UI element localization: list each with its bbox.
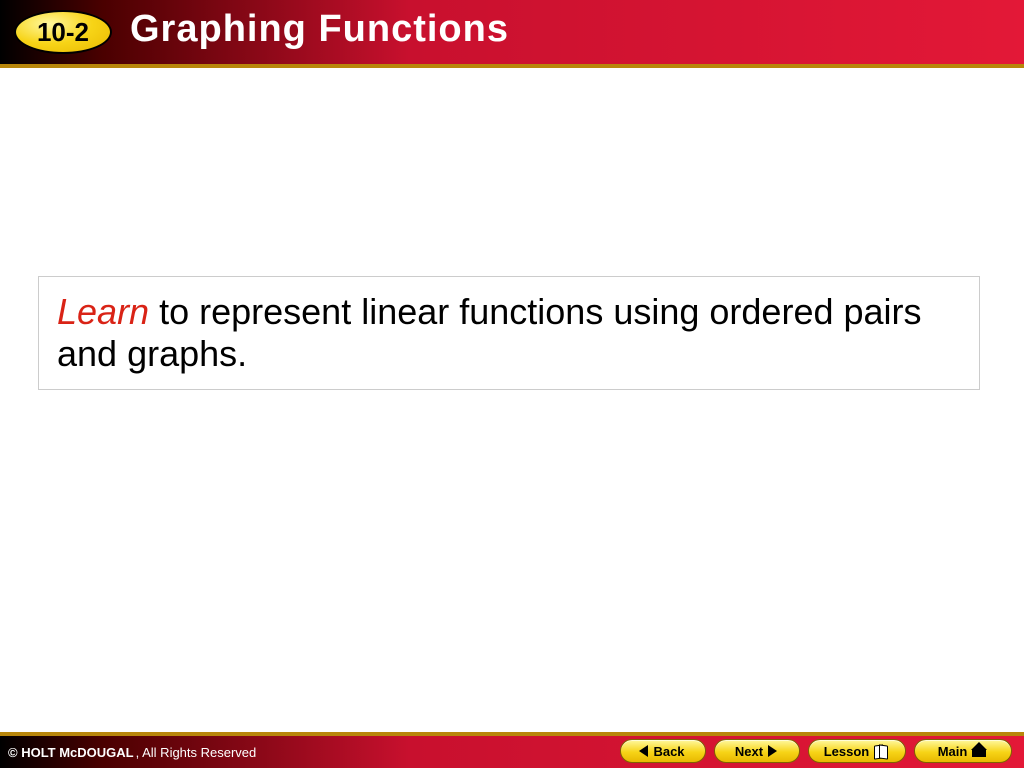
lesson-number-text: 10-2 (37, 17, 89, 48)
learn-keyword: Learn (57, 291, 149, 332)
book-icon (874, 745, 888, 757)
next-button[interactable]: Next (714, 739, 800, 763)
footer-bar: © HOLT McDOUGAL , All Rights Reserved Ba… (0, 732, 1024, 768)
lesson-button-label: Lesson (824, 744, 870, 759)
copyright-publisher: © HOLT McDOUGAL (8, 745, 134, 760)
chevron-right-icon (768, 745, 777, 757)
learning-objective-box: Learn to represent linear functions usin… (38, 276, 980, 390)
learn-objective-text: to represent linear functions using orde… (57, 291, 922, 374)
back-button[interactable]: Back (620, 739, 706, 763)
lesson-button[interactable]: Lesson (808, 739, 906, 763)
footer-nav: Back Next Lesson Main (620, 739, 1012, 763)
chevron-left-icon (639, 745, 648, 757)
main-button-label: Main (938, 744, 968, 759)
back-button-label: Back (653, 744, 684, 759)
copyright-rights: , All Rights Reserved (136, 745, 257, 760)
header-bar: 10-2 Graphing Functions (0, 0, 1024, 68)
home-icon (972, 745, 986, 757)
main-button[interactable]: Main (914, 739, 1012, 763)
next-button-label: Next (735, 744, 763, 759)
page-title: Graphing Functions (130, 8, 509, 51)
lesson-number-badge: 10-2 (14, 10, 112, 54)
